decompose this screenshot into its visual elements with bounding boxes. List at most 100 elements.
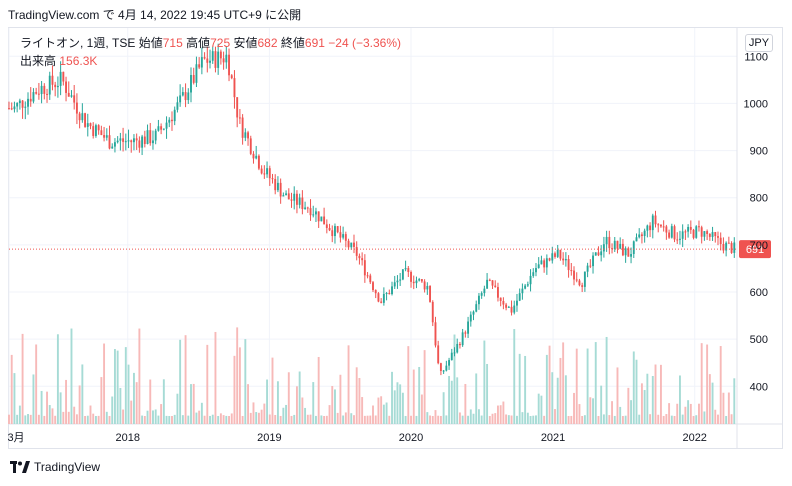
volume-bar	[372, 405, 374, 424]
candle-body	[494, 285, 497, 288]
candle-body	[597, 252, 600, 256]
volume-bar	[176, 393, 179, 424]
candle-body	[119, 138, 122, 141]
volume-bar	[665, 414, 668, 424]
candle-body	[388, 292, 391, 295]
candle-body	[73, 95, 76, 103]
candle-body	[320, 216, 323, 222]
candle-body	[298, 197, 301, 205]
candle-body	[301, 197, 304, 209]
volume-bar	[157, 415, 160, 424]
high-value: 725	[210, 36, 231, 50]
candle-body	[130, 140, 133, 143]
volume-bar	[203, 415, 206, 424]
candle-body	[445, 365, 448, 371]
candle-body	[363, 260, 366, 276]
volume-bar	[597, 415, 600, 424]
candle-body	[638, 234, 641, 238]
volume-bar	[301, 397, 304, 424]
volume-bar	[681, 414, 684, 424]
volume-bar	[543, 415, 546, 424]
candle-body	[589, 265, 592, 267]
volume-bar	[149, 379, 152, 424]
candle-body	[344, 234, 347, 241]
volume-bar	[361, 397, 364, 424]
candle-body	[146, 130, 149, 144]
volume-bar	[377, 397, 380, 424]
volume-bar	[423, 350, 426, 424]
candle-body	[323, 216, 326, 225]
candle-body	[350, 242, 353, 248]
candle-body	[18, 100, 21, 104]
candle-body	[233, 78, 236, 98]
candle-body	[92, 126, 95, 136]
volume-bar	[65, 379, 67, 424]
candle-body	[336, 226, 339, 233]
volume-bar	[130, 400, 133, 424]
volume-bar	[477, 409, 480, 424]
candle-body	[605, 236, 608, 245]
volume-bar	[105, 411, 108, 424]
volume-bar	[195, 412, 198, 424]
candle-body	[244, 132, 247, 138]
candle-body	[100, 130, 103, 136]
volume-bar	[285, 404, 288, 424]
candle-body	[548, 258, 551, 261]
currency-button[interactable]: JPY	[745, 34, 773, 52]
volume-bar	[97, 415, 100, 424]
tradingview-logo[interactable]: TradingView	[10, 460, 100, 474]
volume-bar	[594, 342, 597, 424]
volume-bar	[472, 413, 475, 424]
candle-body	[480, 293, 483, 296]
candle-body	[377, 293, 380, 302]
candle-body	[382, 293, 385, 303]
candle-body	[502, 300, 505, 305]
volume-bar	[651, 375, 654, 424]
candle-body	[632, 241, 635, 255]
candle-body	[54, 84, 57, 88]
y-tick-label: 900	[750, 146, 768, 158]
volume-bar	[363, 415, 366, 424]
candle-body	[116, 140, 119, 143]
volume-bar	[505, 414, 508, 424]
volume-bar	[108, 415, 111, 424]
volume-bar	[524, 355, 527, 424]
candle-body	[35, 92, 38, 94]
volume-bar	[154, 409, 157, 424]
candle-body	[681, 231, 684, 239]
volume-bar	[727, 392, 730, 424]
candle-body	[187, 92, 190, 101]
volume-bar	[668, 403, 671, 424]
volume-bar	[431, 416, 434, 424]
volume-bar	[306, 414, 309, 424]
volume-bar	[510, 415, 513, 424]
volume-bar	[211, 414, 214, 424]
candle-body	[613, 240, 616, 249]
volume-bar	[722, 392, 725, 424]
volume-bar	[347, 345, 350, 424]
volume-bar	[649, 414, 652, 424]
volume-bar	[611, 401, 613, 424]
tradingview-logo-icon	[10, 461, 30, 473]
volume-bar	[141, 415, 144, 424]
candle-body	[279, 182, 282, 197]
candle-body	[708, 233, 711, 237]
candle-body	[668, 232, 671, 238]
volume-bar	[529, 415, 532, 424]
candle-body	[135, 138, 138, 141]
volume-bar	[526, 412, 529, 424]
candle-body	[255, 155, 258, 159]
volume-bar	[486, 363, 489, 424]
candle-body	[583, 271, 586, 287]
volume-bar	[206, 344, 209, 424]
candle-body	[450, 352, 453, 361]
candle-body	[635, 237, 638, 242]
volume-bar	[657, 414, 660, 424]
volume-bar	[290, 415, 293, 424]
volume-bar	[160, 404, 163, 424]
volume-bar	[575, 348, 578, 424]
volume-bar	[287, 372, 290, 424]
candle-body	[727, 242, 730, 244]
volume-bar	[404, 415, 407, 424]
